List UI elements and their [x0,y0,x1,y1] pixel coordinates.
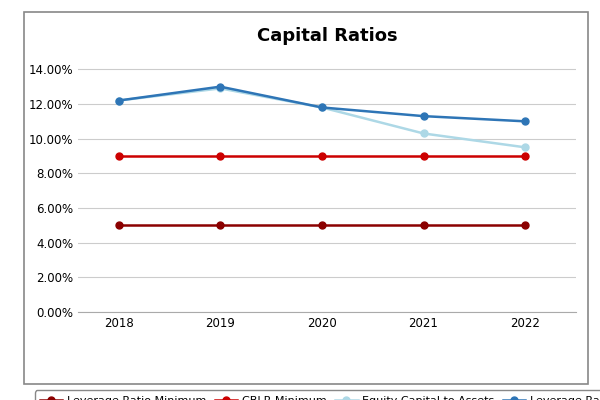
Equity Capital to Assets [217,86,224,91]
CBLR Minimum [217,154,224,158]
Line: Leverage Ratio: Leverage Ratio [115,83,529,125]
Leverage Ratio Minimum [521,223,529,228]
Leverage Ratio Minimum [319,223,326,228]
Equity Capital to Assets [521,145,529,150]
Line: Leverage Ratio Minimum: Leverage Ratio Minimum [115,222,529,229]
Equity Capital to Assets [420,131,427,136]
CBLR Minimum [115,154,122,158]
Leverage Ratio Minimum [217,223,224,228]
Leverage Ratio [115,98,122,103]
Leverage Ratio [319,105,326,110]
Title: Capital Ratios: Capital Ratios [257,27,397,45]
Leverage Ratio [420,114,427,118]
Equity Capital to Assets [115,98,122,103]
Equity Capital to Assets [319,105,326,110]
CBLR Minimum [521,154,529,158]
Leverage Ratio Minimum [420,223,427,228]
Line: Equity Capital to Assets: Equity Capital to Assets [115,85,529,151]
CBLR Minimum [319,154,326,158]
Leverage Ratio Minimum [115,223,122,228]
Legend: Leverage Ratio Minimum, CBLR Minimum, Equity Capital to Assets, Leverage Ratio: Leverage Ratio Minimum, CBLR Minimum, Eq… [35,390,600,400]
CBLR Minimum [420,154,427,158]
Line: CBLR Minimum: CBLR Minimum [115,152,529,160]
Leverage Ratio [521,119,529,124]
Leverage Ratio [217,84,224,89]
